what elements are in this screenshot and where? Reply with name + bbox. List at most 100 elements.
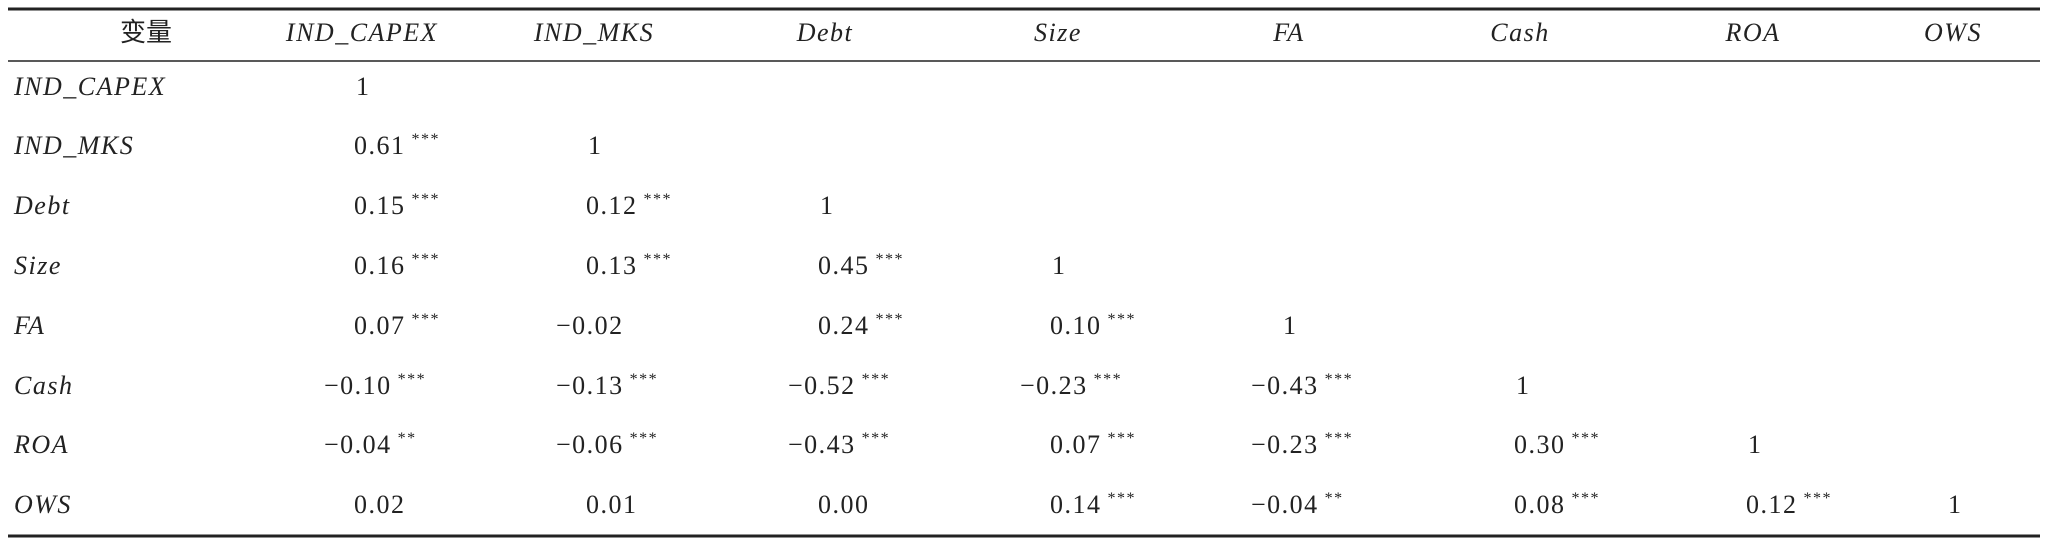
row-label: Cash [14,371,73,400]
cell-value: 0.02 [354,490,406,519]
cell: 1 [1516,371,1531,400]
row-label: IND_MKS [13,131,134,160]
cell-value: 1 [1516,371,1531,400]
row-label: Size [14,251,62,280]
cell-value: 0.14 [1050,490,1102,519]
column-header: IND_CAPEX [285,18,438,47]
cell-value: 0.30 [1514,430,1566,459]
significance: *** [412,311,441,328]
cell: 0.00 [818,490,870,519]
column-header: Cash [1490,18,1549,47]
significance: ** [398,430,417,447]
cell-value: 1 [588,131,603,160]
row-label: OWS [14,490,72,519]
cell: 1 [1283,311,1298,340]
cell: 1 [820,191,835,220]
cell: 0.45 *** [818,251,904,280]
cell-value: 1 [820,191,835,220]
significance: *** [1572,490,1601,507]
cell: −0.43 *** [788,430,890,459]
cell-value: 0.16 [354,251,406,280]
significance: *** [1108,490,1137,507]
cell-value: 0.13 [586,251,638,280]
significance: *** [1325,430,1354,447]
significance: *** [644,191,673,208]
cell: 0.13 *** [586,251,672,280]
cell-value: 0.12 [586,191,638,220]
cell: 0.15 *** [354,191,440,220]
significance: *** [412,251,441,268]
row-label: ROA [13,430,69,459]
significance: *** [644,251,673,268]
cell: −0.43 *** [1251,371,1353,400]
cell-value: −0.23 [1251,430,1319,459]
column-header: OWS [1924,18,1982,47]
column-header: Debt [796,18,854,47]
significance: *** [862,430,891,447]
significance: *** [630,430,659,447]
cell: −0.04 ** [324,430,417,459]
cell: −0.04 ** [1251,490,1344,519]
significance: *** [630,371,659,388]
cell-value: 0.24 [818,311,870,340]
cell-value: −0.23 [1020,371,1088,400]
column-header: FA [1272,18,1304,47]
cell: −0.06 *** [556,430,658,459]
cell-value: 1 [356,72,371,101]
cell-value: −0.52 [788,371,856,400]
cell-value: 1 [1748,430,1763,459]
column-header: 变量 [120,18,172,47]
cell-value: 1 [1283,311,1298,340]
cell-value: −0.43 [1251,371,1319,400]
cell: 0.12 *** [586,191,672,220]
cell: −0.23 *** [1020,371,1122,400]
column-header: ROA [1724,18,1780,47]
cell: −0.02 [556,311,624,340]
cell: 0.16 *** [354,251,440,280]
significance: *** [1094,371,1123,388]
cell: 1 [1948,490,1963,519]
cell-value: −0.43 [788,430,856,459]
cell: 0.07 *** [1050,430,1136,459]
significance: *** [1108,430,1137,447]
row-label: Debt [13,191,71,220]
significance: *** [876,251,905,268]
cell-value: −0.04 [1251,490,1319,519]
cell: 0.01 [586,490,638,519]
cell: 1 [356,72,371,101]
cell: 0.07 *** [354,311,440,340]
cell: −0.13 *** [556,371,658,400]
cell-value: −0.04 [324,430,392,459]
cell-value: 0.15 [354,191,406,220]
significance: *** [862,371,891,388]
cell: 0.02 [354,490,406,519]
cell-value: 0.01 [586,490,638,519]
column-header: IND_MKS [533,18,654,47]
cell: −0.52 *** [788,371,890,400]
cell-value: −0.06 [556,430,624,459]
row-label: FA [13,311,45,340]
cell-value: 1 [1948,490,1963,519]
cell-value: 1 [1052,251,1067,280]
cell: 1 [588,131,603,160]
cell: 0.14 *** [1050,490,1136,519]
cell-value: 0.07 [354,311,406,340]
significance: *** [412,131,441,148]
significance: *** [412,191,441,208]
significance: *** [1804,490,1833,507]
cell-value: −0.10 [324,371,392,400]
cell: −0.10 *** [324,371,426,400]
cell-value: 0.10 [1050,311,1102,340]
cell: 1 [1052,251,1067,280]
significance: ** [1325,490,1344,507]
cell-value: 0.45 [818,251,870,280]
row-label: IND_CAPEX [13,72,166,101]
cell-value: 0.07 [1050,430,1102,459]
significance: *** [1572,430,1601,447]
significance: *** [1325,371,1354,388]
cell: 0.08 *** [1514,490,1600,519]
cell: 1 [1748,430,1763,459]
cell: 0.61 *** [354,131,440,160]
